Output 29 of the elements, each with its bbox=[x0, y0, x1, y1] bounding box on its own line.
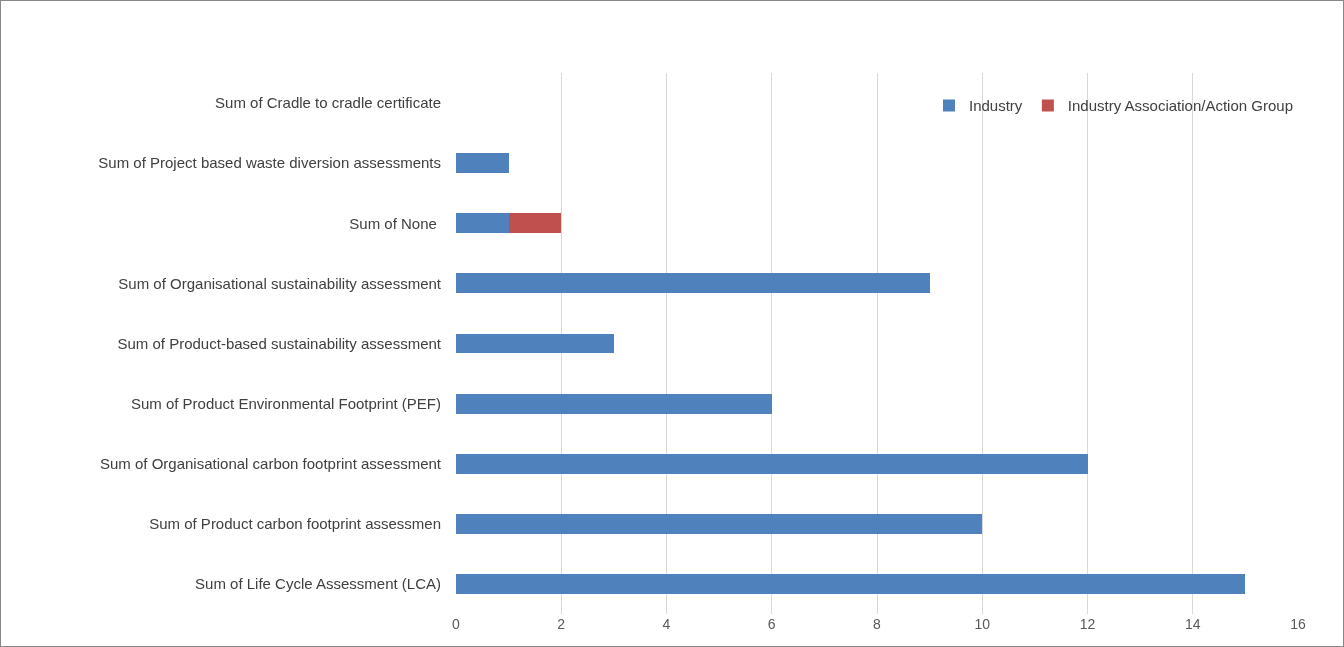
bar bbox=[456, 333, 614, 354]
bar bbox=[456, 213, 509, 234]
bar bbox=[508, 213, 562, 234]
y-tick-label: Sum of Organisational sustainability assessment bbox=[118, 274, 442, 292]
bar bbox=[456, 453, 1088, 474]
y-tick-label: Sum of Life Cycle Assessment (LCA) bbox=[195, 575, 441, 593]
y-tick-label: Sum of None bbox=[349, 214, 441, 232]
x-tick-label: 6 bbox=[767, 616, 776, 632]
y-tick-label: Sum of Product carbon footprint assessmen bbox=[149, 515, 441, 533]
x-tick-label: 0 bbox=[452, 616, 461, 632]
x-tick-label: 12 bbox=[1079, 616, 1096, 632]
y-tick-label: Sum of Cradle to cradle certificate bbox=[215, 94, 441, 112]
bar bbox=[456, 153, 509, 174]
bar bbox=[456, 393, 772, 414]
bar bbox=[456, 273, 930, 294]
bar bbox=[456, 574, 1246, 594]
y-tick-label: Sum of Product Environmental Footprint (PEF) bbox=[130, 394, 441, 412]
legend-label: Industry Association/Action Group bbox=[1067, 97, 1293, 115]
y-tick-label: Sum of Organisational carbon footprint assessment bbox=[99, 454, 442, 472]
bar bbox=[456, 513, 983, 534]
x-tick-label: 4 bbox=[662, 616, 671, 632]
x-tick-label: 10 bbox=[974, 616, 991, 632]
x-tick-label: 8 bbox=[873, 616, 882, 632]
x-tick-label: 14 bbox=[1184, 616, 1201, 632]
legend-label: Industry bbox=[969, 97, 1023, 115]
y-tick-label: Sum of Project based waste diversion assessments bbox=[98, 154, 441, 172]
y-tick-label: Sum of Product-based sustainability assessment bbox=[117, 334, 442, 352]
x-tick-label: 16 bbox=[1290, 616, 1306, 632]
x-tick-label: 2 bbox=[557, 616, 566, 632]
